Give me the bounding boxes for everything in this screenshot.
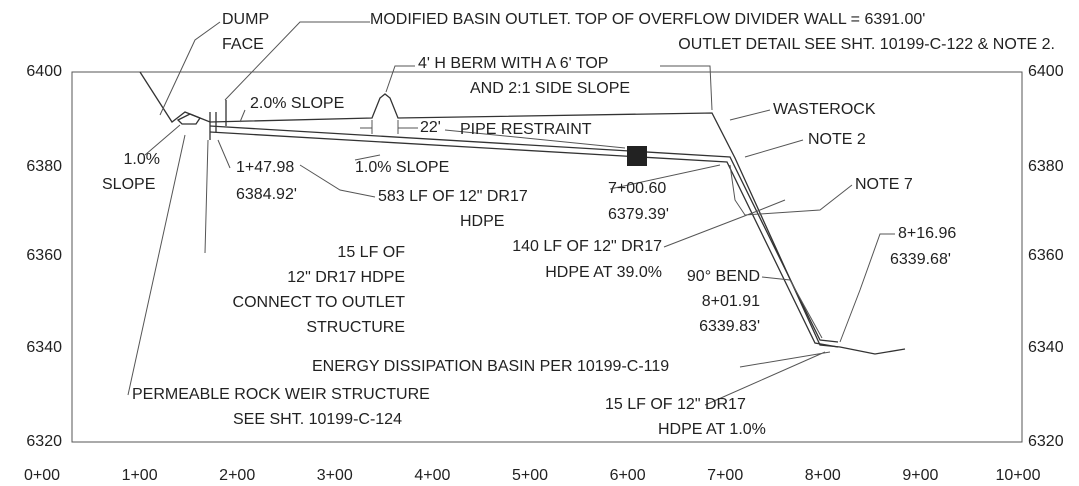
pipe-top (209, 125, 839, 343)
annotation-text: NOTE 2 (808, 131, 866, 148)
annotation-text: PERMEABLE ROCK WEIR STRUCTURE (132, 386, 430, 403)
dimension-lines (144, 109, 418, 161)
annotation-text: 6379.39' (608, 206, 669, 223)
annotation-text: DUMP (222, 11, 269, 28)
annotation-text: STRUCTURE (306, 319, 405, 336)
elevation-label: 6380 (1028, 158, 1064, 175)
station-label: 3+00 (317, 467, 353, 484)
annotation-text: FACE (222, 36, 264, 53)
station-label: 1+00 (122, 467, 158, 484)
elevation-label: 6400 (26, 63, 62, 80)
pipe-bottom (209, 131, 839, 348)
elevation-label: 6340 (26, 339, 62, 356)
elevation-label: 6400 (1028, 63, 1064, 80)
elevation-label: 6320 (1028, 433, 1064, 450)
annotation-text: AND 2:1 SIDE SLOPE (470, 80, 630, 97)
station-label: 7+00 (707, 467, 743, 484)
outlet-structure (209, 100, 227, 140)
frame (71, 71, 1023, 443)
station-label: 9+00 (902, 467, 938, 484)
annotation-text: 90° BEND (687, 268, 760, 285)
rock-weir (176, 113, 201, 125)
annotation-text: HDPE (460, 213, 504, 230)
annotation-text: WASTEROCK (773, 101, 876, 118)
annotation-text: 12" DR17 HDPE (287, 269, 405, 286)
annotation-text: 4' H BERM WITH A 6' TOP (418, 55, 608, 72)
annotation-text: 8+16.96 (898, 225, 956, 242)
station-label: 8+00 (805, 467, 841, 484)
annotation-text: HDPE AT 1.0% (658, 421, 766, 438)
station-label: 10+00 (996, 467, 1041, 484)
station-label: 4+00 (414, 467, 450, 484)
elevation-label: 6320 (26, 433, 62, 450)
annotation-text: 2.0% SLOPE (250, 95, 344, 112)
annotation-text: 6339.83' (699, 318, 760, 335)
annotation-text: 22' (420, 119, 441, 136)
annotation-text: PIPE RESTRAINT (460, 121, 592, 138)
annotation-text: ENERGY DISSIPATION BASIN PER 10199-C-119 (312, 358, 669, 375)
annotation-text: SEE SHT. 10199-C-124 (233, 411, 402, 428)
station-label: 6+00 (610, 467, 646, 484)
annotation-text: 6384.92' (236, 186, 297, 203)
annotation-text: 583 LF OF 12" DR17 (378, 188, 528, 205)
annotation-text: 140 LF OF 12" DR17 (512, 238, 662, 255)
annotation-text: 6339.68' (890, 251, 951, 268)
annotation-text: 7+00.60 (608, 180, 666, 197)
annotation-text: 15 LF OF (337, 244, 405, 261)
annotation-text: OUTLET DETAIL SEE SHT. 10199-C-122 & NOT… (678, 36, 1055, 53)
pipe-restraint (627, 146, 647, 166)
annotation-text: 15 LF OF 12" DR17 (605, 396, 746, 413)
leader-lines (127, 21, 895, 406)
annotation-text: CONNECT TO OUTLET (233, 294, 406, 311)
station-label: 5+00 (512, 467, 548, 484)
annotation-text: SLOPE (102, 176, 155, 193)
elevation-label: 6380 (26, 158, 62, 175)
elevation-label: 6360 (1028, 247, 1064, 264)
annotation-text: 1.0% (124, 151, 160, 168)
elevation-label: 6360 (26, 247, 62, 264)
annotation-text: 8+01.91 (702, 293, 760, 310)
station-label: 0+00 (24, 467, 60, 484)
annotation-text: MODIFIED BASIN OUTLET. TOP OF OVERFLOW D… (370, 11, 925, 28)
station-label: 2+00 (219, 467, 255, 484)
annotation-text: HDPE AT 39.0% (545, 264, 662, 281)
elevation-label: 6340 (1028, 339, 1064, 356)
annotation-text: 1.0% SLOPE (355, 159, 449, 176)
annotation-text: NOTE 7 (855, 176, 913, 193)
annotation-text: 1+47.98 (236, 159, 294, 176)
